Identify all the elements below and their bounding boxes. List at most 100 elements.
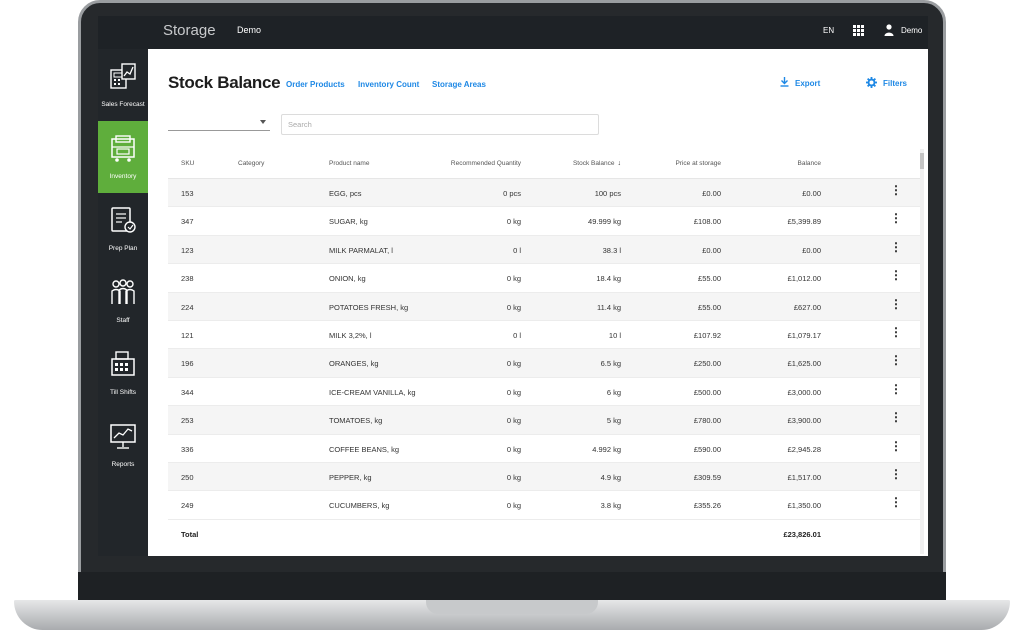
scrollbar-track[interactable] bbox=[920, 149, 924, 554]
cell-product-name: MILK 3,2%, l bbox=[329, 331, 372, 340]
cell-recommended-quantity: 0 kg bbox=[506, 444, 521, 454]
cell-stock-balance: 10 l bbox=[608, 331, 621, 340]
cell-product-name: PEPPER, kg bbox=[329, 473, 372, 482]
sidebar-item-prep-plan[interactable]: Prep Plan bbox=[98, 193, 148, 265]
sidebar: Sales Forecast Inventory Prep Plan bbox=[98, 49, 148, 556]
sidebar-item-label: Staff bbox=[116, 317, 130, 324]
export-button[interactable]: Export bbox=[780, 77, 820, 88]
scrollbar-thumb[interactable] bbox=[920, 153, 924, 169]
cell-product-name: SUGAR, kg bbox=[329, 217, 368, 227]
row-menu-icon[interactable]: ⋮ bbox=[890, 467, 902, 481]
app-screen: Storage Demo EN Demo Sales Forecast bbox=[98, 16, 928, 556]
chevron-down-icon bbox=[260, 120, 266, 124]
user-name[interactable]: Demo bbox=[901, 26, 923, 35]
cell-sku: 347 bbox=[181, 217, 194, 227]
column-header-category[interactable]: Category bbox=[238, 160, 265, 167]
sidebar-item-label: Sales Forecast bbox=[101, 101, 145, 108]
column-header-price[interactable]: Price at storage bbox=[675, 160, 721, 167]
row-menu-icon[interactable]: ⋮ bbox=[890, 438, 902, 453]
row-menu-icon[interactable]: ⋮ bbox=[890, 325, 902, 339]
table-row[interactable]: 123 MILK PARMALAT, l 0 l 38.3 l £0.00 £0.00 ⋮ bbox=[168, 235, 924, 265]
filters-button[interactable]: Filters bbox=[866, 77, 907, 88]
table-row[interactable]: 336 COFFEE BEANS, kg 0 kg 4.992 kg £590.00 £2… bbox=[168, 435, 924, 463]
user-icon[interactable] bbox=[884, 24, 894, 36]
cell-balance: £1,350.00 bbox=[787, 501, 821, 511]
table-row[interactable]: 196 ORANGES, kg 0 kg 6.5 kg £250.00 £1,625.00… bbox=[168, 349, 924, 378]
table-row[interactable]: 347 SUGAR, kg 0 kg 49.999 kg £108.00 £5,399.8… bbox=[168, 207, 924, 236]
till-shifts-icon bbox=[111, 351, 135, 376]
app-brand[interactable]: Storage bbox=[163, 22, 216, 39]
total-label: Total bbox=[181, 529, 199, 539]
cell-balance: £5,399.89 bbox=[787, 217, 821, 227]
laptop-hinge bbox=[78, 572, 946, 604]
row-menu-icon[interactable]: ⋮ bbox=[890, 296, 902, 311]
table-row[interactable]: 253 TOMATOES, kg 0 kg 5 kg £780.00 £3,900.00 ⋮ bbox=[168, 406, 924, 435]
cell-recommended-quantity: 0 l bbox=[513, 245, 521, 255]
sidebar-item-staff[interactable]: Staff bbox=[98, 265, 148, 337]
row-menu-icon[interactable]: ⋮ bbox=[890, 353, 902, 368]
reports-icon bbox=[110, 424, 136, 449]
page-title: Stock Balance bbox=[168, 73, 281, 92]
sidebar-item-inventory[interactable]: Inventory bbox=[98, 121, 148, 193]
table-row[interactable]: 121 MILK 3,2%, l 0 l 10 l £107.92 £1,079.17 ⋮ bbox=[168, 321, 924, 350]
staff-icon bbox=[111, 279, 135, 304]
table-row[interactable]: 224 POTATOES FRESH, kg 0 kg 11.4 kg £55.00 £6… bbox=[168, 292, 924, 321]
cell-recommended-quantity: 0 kg bbox=[506, 274, 521, 284]
table-header: SKU Category Product name Recommended Qu… bbox=[168, 149, 924, 179]
apps-grid-icon[interactable] bbox=[853, 25, 864, 36]
sidebar-item-sales-forecast[interactable]: Sales Forecast bbox=[98, 49, 148, 121]
cell-stock-balance: 4.992 kg bbox=[592, 444, 621, 454]
org-selector[interactable]: Demo bbox=[237, 25, 262, 35]
sales-forecast-icon bbox=[110, 63, 136, 89]
table-row[interactable]: 344 ICE-CREAM VANILLA, kg 0 kg 6 kg £500.00 £… bbox=[168, 378, 924, 407]
sidebar-item-reports[interactable]: Reports bbox=[98, 409, 148, 481]
cell-price-at-storage: £309.59 bbox=[693, 473, 721, 482]
cell-balance: £1,625.00 bbox=[787, 359, 821, 369]
row-menu-icon[interactable]: ⋮ bbox=[890, 381, 902, 396]
row-menu-icon[interactable]: ⋮ bbox=[890, 268, 902, 283]
search-input[interactable] bbox=[281, 114, 599, 135]
row-menu-icon[interactable]: ⋮ bbox=[890, 239, 902, 254]
cell-balance: £0.00 bbox=[802, 189, 821, 198]
cell-stock-balance: 18.4 kg bbox=[596, 274, 621, 284]
cell-recommended-quantity: 0 l bbox=[513, 331, 521, 340]
cell-product-name: EGG, pcs bbox=[329, 189, 362, 198]
export-label: Export bbox=[795, 79, 821, 88]
cell-recommended-quantity: 0 kg bbox=[506, 387, 521, 397]
cell-stock-balance: 6 kg bbox=[606, 387, 621, 397]
table-row[interactable]: 153 EGG, pcs 0 pcs 100 pcs £0.00 £0.00 ⋮ bbox=[168, 179, 924, 208]
column-header-sku[interactable]: SKU bbox=[181, 160, 195, 167]
sort-arrow-icon: ↓ bbox=[617, 160, 622, 167]
cell-sku: 153 bbox=[181, 189, 194, 198]
row-menu-icon[interactable]: ⋮ bbox=[890, 495, 902, 510]
sidebar-item-label: Till Shifts bbox=[109, 389, 137, 396]
cell-price-at-storage: £107.92 bbox=[693, 331, 721, 340]
cell-sku: 250 bbox=[181, 473, 194, 482]
cell-product-name: POTATOES FRESH, kg bbox=[329, 302, 409, 312]
column-header-balance[interactable]: Balance bbox=[797, 160, 822, 167]
storage-dropdown[interactable] bbox=[168, 115, 270, 131]
row-menu-icon[interactable]: ⋮ bbox=[890, 211, 902, 226]
column-header-recommended[interactable]: Recommended Quantity bbox=[450, 160, 521, 167]
cell-balance: £627.00 bbox=[793, 302, 821, 312]
cell-recommended-quantity: 0 kg bbox=[506, 416, 521, 426]
table-row[interactable]: 238 ONION, kg 0 kg 18.4 kg £55.00 £1,012.00 ⋮ bbox=[168, 264, 924, 293]
tab-inventory-count[interactable]: Inventory Count bbox=[358, 80, 420, 89]
cell-recommended-quantity: 0 kg bbox=[506, 359, 521, 369]
column-header-stock-balance[interactable]: Stock Balance ↓ bbox=[573, 160, 621, 167]
column-header-product[interactable]: Product name bbox=[329, 160, 370, 167]
table-row[interactable]: 250 PEPPER, kg 0 kg 4.9 kg £309.59 £1,517.00 ⋮ bbox=[168, 463, 924, 492]
cell-stock-balance: 11.4 kg bbox=[596, 302, 621, 312]
cell-price-at-storage: £780.00 bbox=[693, 416, 721, 426]
cell-stock-balance: 38.3 l bbox=[602, 245, 621, 255]
row-menu-icon[interactable]: ⋮ bbox=[890, 410, 902, 425]
row-menu-icon[interactable]: ⋮ bbox=[890, 183, 902, 197]
tab-storage-areas[interactable]: Storage Areas bbox=[432, 80, 486, 89]
table-row[interactable]: 249 CUCUMBERS, kg 0 kg 3.8 kg £355.26 £1,350.… bbox=[168, 491, 924, 520]
column-header-stock-balance-label: Stock Balance bbox=[572, 160, 615, 167]
tab-order-products[interactable]: Order Products bbox=[286, 80, 345, 89]
sidebar-item-till-shifts[interactable]: Till Shifts bbox=[98, 337, 148, 409]
top-bar: Storage Demo EN Demo bbox=[98, 16, 928, 49]
language-selector[interactable]: EN bbox=[823, 26, 835, 35]
filters-label: Filters bbox=[883, 79, 908, 88]
